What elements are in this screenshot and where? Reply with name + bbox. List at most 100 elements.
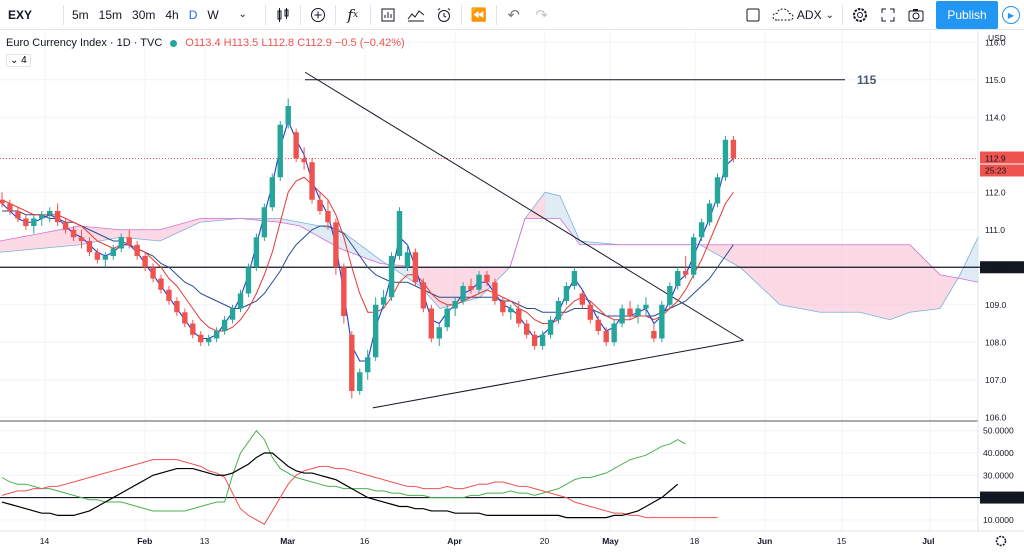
candle-body[interactable] — [619, 308, 625, 324]
candle-body[interactable] — [500, 301, 506, 313]
candle-body[interactable] — [102, 256, 109, 260]
candle-body[interactable] — [444, 308, 450, 328]
candle-body[interactable] — [388, 256, 395, 298]
candle-body[interactable] — [547, 319, 554, 335]
candle-body[interactable] — [118, 237, 124, 249]
candle-body[interactable] — [412, 252, 419, 283]
symbol-button[interactable]: EXY — [8, 7, 33, 22]
publish-button[interactable]: Publish — [936, 1, 998, 29]
candle-body[interactable] — [396, 211, 403, 256]
candle-body[interactable] — [15, 211, 21, 219]
candle-body[interactable] — [531, 334, 538, 346]
candle-body[interactable] — [420, 282, 427, 309]
candle-body[interactable] — [182, 312, 188, 324]
candle-body[interactable] — [190, 323, 196, 335]
fullscreen-icon[interactable] — [874, 1, 902, 29]
candle-body[interactable] — [301, 158, 307, 163]
interval-d[interactable]: D — [188, 7, 198, 22]
candle-body[interactable] — [468, 286, 474, 290]
candle-body[interactable] — [198, 334, 204, 343]
candle-body[interactable] — [380, 297, 387, 305]
candle-body[interactable] — [269, 177, 275, 208]
replay-icon[interactable]: ⏪ — [470, 6, 487, 22]
candle-body[interactable] — [587, 304, 593, 320]
candle-body[interactable] — [333, 222, 339, 268]
candle-body[interactable] — [261, 207, 268, 238]
candle-body[interactable] — [62, 222, 69, 230]
candle-body[interactable] — [651, 331, 657, 339]
candle-body[interactable] — [39, 214, 45, 219]
candle-body[interactable] — [245, 267, 252, 294]
candle-body[interactable] — [365, 357, 371, 373]
candle-body[interactable] — [627, 308, 633, 317]
candle-body[interactable] — [690, 237, 697, 275]
candle-body[interactable] — [253, 237, 260, 268]
candle-body[interactable] — [452, 301, 458, 309]
candle-body[interactable] — [309, 162, 315, 200]
candle-body[interactable] — [277, 124, 283, 178]
candle-body[interactable] — [372, 304, 379, 358]
candle-body[interactable] — [516, 308, 522, 324]
candle-body[interactable] — [675, 271, 681, 286]
candle-body[interactable] — [460, 286, 466, 301]
candle-body[interactable] — [524, 323, 530, 335]
candle-body[interactable] — [285, 106, 291, 125]
candle-body[interactable] — [698, 222, 705, 238]
candle-body[interactable] — [714, 177, 721, 204]
candle-body[interactable] — [404, 252, 411, 268]
interval-5m[interactable]: 5m — [72, 7, 89, 22]
candle-body[interactable] — [94, 252, 101, 260]
undo-icon[interactable]: ↶ — [507, 6, 520, 24]
candle-body[interactable] — [563, 286, 570, 301]
candle-body[interactable] — [134, 244, 140, 256]
forward-button[interactable]: ▶ — [998, 1, 1024, 29]
candle-body[interactable] — [508, 308, 514, 313]
layout-square-icon[interactable] — [739, 1, 767, 29]
candle-body[interactable] — [0, 199, 5, 204]
candle-body[interactable] — [539, 334, 546, 346]
candle-body[interactable] — [7, 203, 13, 212]
candle-body[interactable] — [667, 286, 673, 305]
candle-body[interactable] — [484, 274, 490, 283]
candle-body[interactable] — [174, 301, 180, 313]
candle-body[interactable] — [730, 139, 737, 159]
candle-body[interactable] — [571, 271, 578, 286]
candle-body[interactable] — [643, 304, 649, 309]
candle-body[interactable] — [603, 331, 609, 343]
interval-dropdown[interactable]: ⌄ — [224, 0, 262, 30]
candle-body[interactable] — [706, 203, 713, 223]
candle-body[interactable] — [635, 308, 641, 317]
candle-body[interactable] — [126, 237, 132, 245]
candle-body[interactable] — [206, 338, 212, 343]
candle-body[interactable] — [213, 331, 220, 339]
candle-body[interactable] — [166, 289, 172, 301]
candle-body[interactable] — [492, 282, 498, 301]
candle-body[interactable] — [150, 267, 156, 279]
legend-collapse-button[interactable]: ⌄ 4 — [6, 54, 31, 67]
compare-add-icon[interactable] — [304, 1, 332, 29]
candle-body[interactable] — [229, 308, 236, 320]
camera-icon[interactable] — [902, 1, 930, 29]
candle-body[interactable] — [317, 199, 323, 211]
interval-w[interactable]: W — [207, 7, 219, 22]
candle-body[interactable] — [86, 241, 93, 253]
settings-gear-icon[interactable] — [846, 1, 874, 29]
financials-icon[interactable] — [374, 1, 402, 29]
axis-settings-icon[interactable] — [995, 535, 1007, 547]
triangle-lower-trendline[interactable] — [372, 339, 744, 409]
layout-name-button[interactable]: ADX ⌄ — [767, 0, 839, 30]
candle-body[interactable] — [142, 256, 148, 268]
candle-body[interactable] — [237, 293, 244, 309]
candle-body[interactable] — [293, 132, 299, 159]
candle-body[interactable] — [436, 327, 442, 339]
candle-body[interactable] — [23, 218, 29, 227]
candle-body[interactable] — [110, 248, 116, 257]
templates-icon[interactable] — [402, 1, 430, 29]
triangle-upper-trendline[interactable] — [304, 71, 744, 341]
candle-body[interactable] — [221, 319, 228, 331]
interval-15m[interactable]: 15m — [98, 7, 123, 22]
interval-30m[interactable]: 30m — [132, 7, 156, 22]
candle-body[interactable] — [54, 211, 61, 223]
